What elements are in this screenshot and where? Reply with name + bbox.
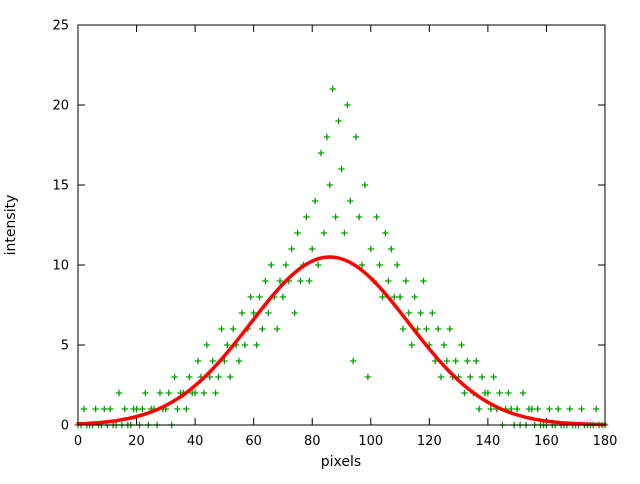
- x-tick-label: 180: [593, 434, 618, 449]
- y-tick-label: 20: [52, 99, 69, 114]
- y-tick-label: 25: [52, 19, 69, 34]
- x-tick-label: 100: [358, 434, 383, 449]
- x-tick-label: 160: [534, 434, 559, 449]
- x-tick-label: 80: [304, 434, 321, 449]
- y-tick-label: 0: [61, 419, 69, 434]
- plot-area: 0 20 40 60 80 100 120 140 160 180 0 5 10 15 20 25: [52, 19, 617, 450]
- x-axis-label: pixels: [321, 454, 361, 470]
- x-tick-label: 120: [417, 434, 442, 449]
- plot-border: [77, 24, 606, 426]
- fit-curve: [76, 255, 607, 427]
- x-tick-label: 140: [475, 434, 500, 449]
- x-tick-label: 60: [245, 434, 262, 449]
- x-tick-label: 0: [74, 434, 82, 449]
- y-axis-label: intensity: [3, 195, 19, 256]
- y-tick-label: 10: [52, 259, 69, 274]
- x-tick-label: 20: [128, 434, 145, 449]
- x-tick-label: 40: [187, 434, 204, 449]
- y-tick-label: 15: [52, 179, 69, 194]
- y-tick-label: 5: [61, 339, 69, 354]
